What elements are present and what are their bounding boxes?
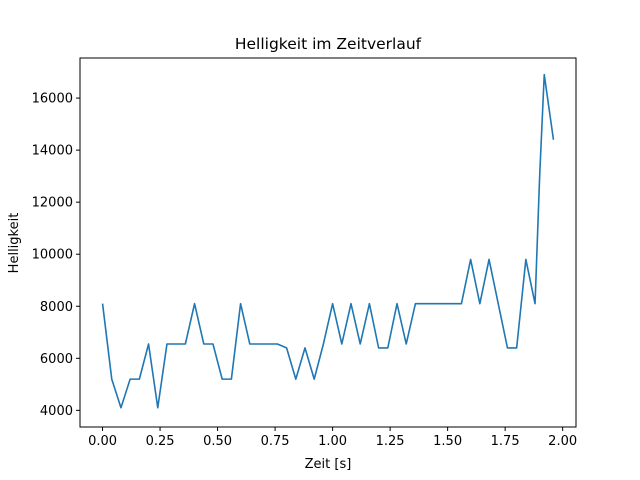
y-tick-label: 8000 bbox=[40, 300, 73, 315]
plot-area-frame bbox=[79, 57, 577, 428]
y-tick-label: 16000 bbox=[32, 92, 73, 107]
y-tick-label: 10000 bbox=[32, 248, 73, 263]
x-tick-label: 0.50 bbox=[203, 434, 232, 449]
x-tick-label: 0.75 bbox=[261, 434, 290, 449]
y-axis: 4000 6000 8000 10000 12000 14000 16000 bbox=[32, 92, 80, 419]
x-tick-label: 1.25 bbox=[376, 434, 405, 449]
chart-title: Helligkeit im Zeitverlauf bbox=[235, 35, 422, 53]
x-axis-label: Zeit [s] bbox=[305, 457, 352, 472]
y-tick-label: 14000 bbox=[32, 144, 73, 159]
y-tick-label: 6000 bbox=[40, 352, 73, 367]
x-tick-label: 1.00 bbox=[318, 434, 347, 449]
y-tick-label: 12000 bbox=[32, 196, 73, 211]
x-tick-label: 0.00 bbox=[88, 434, 117, 449]
x-tick-label: 0.25 bbox=[146, 434, 175, 449]
y-tick-label: 4000 bbox=[40, 404, 73, 419]
x-tick-label: 1.50 bbox=[433, 434, 462, 449]
y-axis-label: Helligkeit bbox=[7, 213, 22, 274]
x-tick-label: 2.00 bbox=[548, 434, 577, 449]
x-axis: 0.00 0.25 0.50 0.75 1.00 1.25 1.50 1.75 2.00 bbox=[88, 427, 577, 449]
x-tick-label: 1.75 bbox=[491, 434, 520, 449]
series-line bbox=[101, 73, 555, 409]
